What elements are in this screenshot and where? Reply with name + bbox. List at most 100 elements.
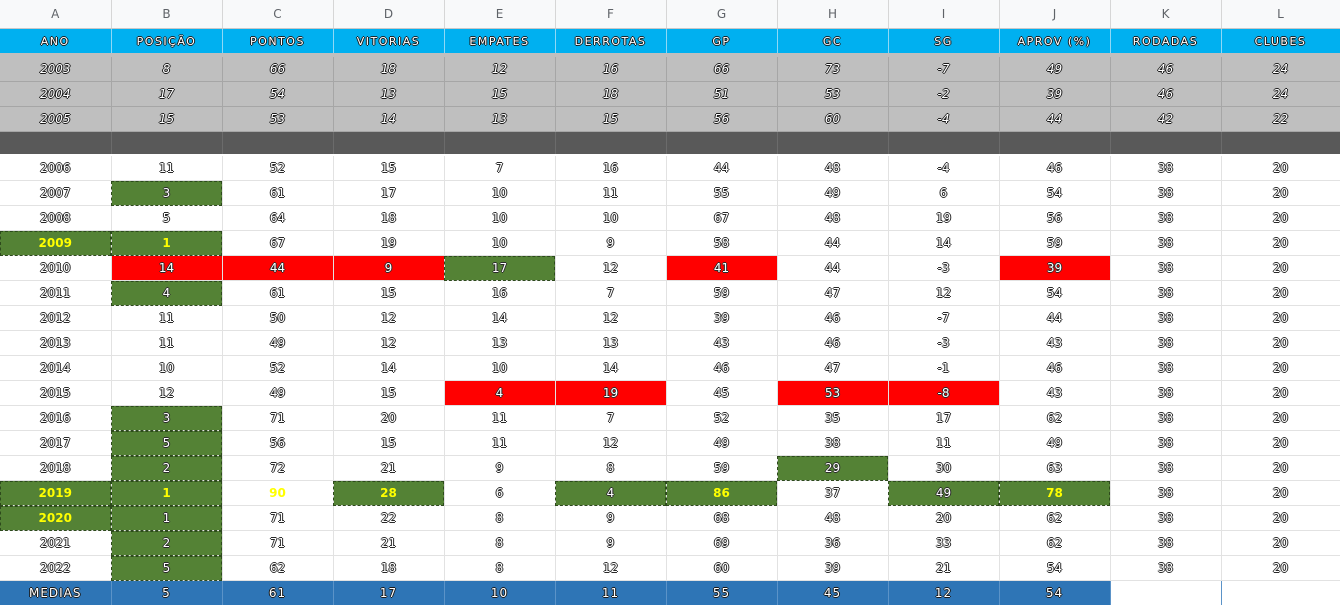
table-cell[interactable]: 1	[111, 230, 223, 256]
table-cell[interactable]: 7	[555, 405, 667, 431]
table-cell[interactable]: 17	[111, 81, 223, 107]
header-cell[interactable]: GC	[777, 28, 889, 57]
table-cell[interactable]: 39	[777, 555, 889, 581]
table-cell[interactable]: 8	[444, 555, 556, 581]
header-cell[interactable]: VITORIAS	[333, 28, 445, 57]
table-cell[interactable]: 62	[999, 505, 1111, 531]
table-cell[interactable]: 7	[555, 280, 667, 306]
table-cell[interactable]: 60	[777, 106, 889, 132]
average-cell[interactable]	[1221, 580, 1340, 605]
table-cell[interactable]: 60	[666, 555, 778, 581]
table-cell[interactable]: 18	[555, 81, 667, 107]
header-cell[interactable]: APROV (%)	[999, 28, 1111, 57]
table-cell[interactable]: 10	[555, 205, 667, 231]
table-cell[interactable]: 12	[333, 305, 445, 331]
table-cell[interactable]: 20	[1221, 155, 1340, 181]
table-cell[interactable]: 11	[888, 430, 1000, 456]
table-cell[interactable]: 39	[999, 255, 1111, 281]
table-cell[interactable]: 42	[1110, 106, 1222, 132]
table-cell[interactable]: 20	[1221, 355, 1340, 381]
column-letter-h[interactable]: H	[777, 0, 889, 29]
separator-cell[interactable]	[666, 131, 778, 156]
table-cell[interactable]: 15	[444, 81, 556, 107]
table-cell[interactable]: 22	[1221, 106, 1340, 132]
table-cell[interactable]: 54	[999, 180, 1111, 206]
table-cell[interactable]: 20	[1221, 480, 1340, 506]
table-cell[interactable]: 16	[444, 280, 556, 306]
table-cell[interactable]: -1	[888, 355, 1000, 381]
table-cell[interactable]: 2020	[0, 505, 112, 531]
table-cell[interactable]: -7	[888, 305, 1000, 331]
table-cell[interactable]: 7	[444, 155, 556, 181]
table-cell[interactable]: 48	[777, 505, 889, 531]
table-cell[interactable]: 44	[999, 305, 1111, 331]
table-cell[interactable]: 55	[666, 180, 778, 206]
separator-cell[interactable]	[111, 131, 223, 156]
table-cell[interactable]: 43	[666, 330, 778, 356]
table-cell[interactable]: 15	[111, 106, 223, 132]
table-cell[interactable]: 61	[222, 180, 334, 206]
table-cell[interactable]: 38	[1110, 280, 1222, 306]
table-cell[interactable]: 30	[888, 455, 1000, 481]
separator-cell[interactable]	[222, 131, 334, 156]
table-cell[interactable]: 15	[333, 280, 445, 306]
table-cell[interactable]: 15	[333, 380, 445, 406]
table-cell[interactable]: 14	[444, 305, 556, 331]
table-cell[interactable]: 20	[1221, 305, 1340, 331]
table-cell[interactable]: 46	[999, 355, 1111, 381]
table-cell[interactable]: 38	[1110, 330, 1222, 356]
table-cell[interactable]: 3	[111, 405, 223, 431]
table-cell[interactable]: 46	[777, 305, 889, 331]
table-cell[interactable]: 51	[666, 81, 778, 107]
table-cell[interactable]: 35	[777, 405, 889, 431]
column-letter-b[interactable]: B	[111, 0, 223, 29]
table-cell[interactable]: 3	[111, 180, 223, 206]
average-cell[interactable]: 17	[333, 580, 445, 605]
table-cell[interactable]: 62	[999, 530, 1111, 556]
table-cell[interactable]: 52	[666, 405, 778, 431]
table-cell[interactable]: 5	[111, 555, 223, 581]
table-cell[interactable]: 62	[222, 555, 334, 581]
table-cell[interactable]: 38	[1110, 555, 1222, 581]
table-cell[interactable]: -4	[888, 106, 1000, 132]
table-cell[interactable]: 38	[1110, 480, 1222, 506]
table-cell[interactable]: 90	[222, 480, 334, 506]
table-cell[interactable]: 14	[555, 355, 667, 381]
table-cell[interactable]: 12	[555, 430, 667, 456]
table-cell[interactable]: 67	[222, 230, 334, 256]
table-cell[interactable]: 44	[666, 155, 778, 181]
average-cell[interactable]: 10	[444, 580, 556, 605]
table-cell[interactable]: 38	[1110, 205, 1222, 231]
table-cell[interactable]: 2022	[0, 555, 112, 581]
averages-label[interactable]: MEDIAS	[0, 580, 112, 605]
table-cell[interactable]: 20	[1221, 380, 1340, 406]
header-cell[interactable]: CLUBES	[1221, 28, 1340, 57]
table-cell[interactable]: 48	[777, 155, 889, 181]
table-cell[interactable]: -4	[888, 155, 1000, 181]
table-cell[interactable]: 2003	[0, 55, 112, 82]
column-letter-c[interactable]: C	[222, 0, 334, 29]
table-cell[interactable]: 37	[777, 480, 889, 506]
table-cell[interactable]: 66	[222, 55, 334, 82]
table-cell[interactable]: 63	[999, 455, 1111, 481]
average-cell[interactable]: 45	[777, 580, 889, 605]
table-cell[interactable]: 13	[333, 81, 445, 107]
header-cell[interactable]: POSIÇÃO	[111, 28, 223, 57]
table-cell[interactable]: 29	[777, 455, 889, 481]
table-cell[interactable]: 12	[555, 255, 667, 281]
separator-cell[interactable]	[333, 131, 445, 156]
table-cell[interactable]: 54	[999, 555, 1111, 581]
table-cell[interactable]: 62	[999, 405, 1111, 431]
separator-cell[interactable]	[555, 131, 667, 156]
table-cell[interactable]: 20	[1221, 455, 1340, 481]
table-cell[interactable]: 17	[888, 405, 1000, 431]
header-cell[interactable]: DERROTAS	[555, 28, 667, 57]
table-cell[interactable]: 44	[999, 106, 1111, 132]
table-cell[interactable]: 11	[444, 430, 556, 456]
table-cell[interactable]: 2014	[0, 355, 112, 381]
table-cell[interactable]: 2	[111, 455, 223, 481]
separator-cell[interactable]	[999, 131, 1111, 156]
table-cell[interactable]: 20	[1221, 280, 1340, 306]
table-cell[interactable]: -3	[888, 255, 1000, 281]
table-cell[interactable]: 86	[666, 480, 778, 506]
